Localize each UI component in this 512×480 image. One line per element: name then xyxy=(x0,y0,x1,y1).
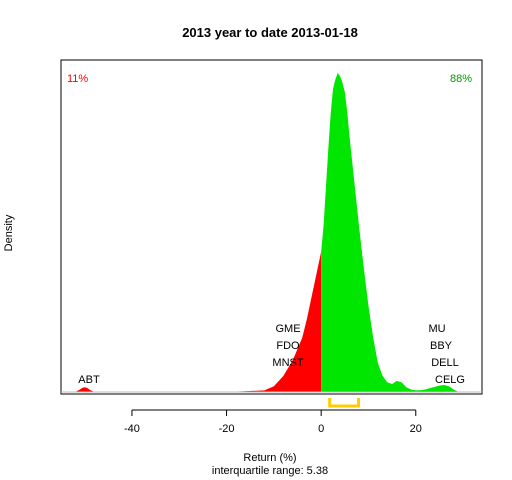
left-tail-label: FDO xyxy=(276,340,300,352)
x-axis: -40 -20 0 20 xyxy=(124,409,422,435)
x-tick-label: 0 xyxy=(318,423,324,435)
left-percent-label: 11% xyxy=(67,73,88,85)
left-tail-label: MNST xyxy=(272,357,303,369)
plot-frame xyxy=(60,59,483,395)
negative-area xyxy=(75,251,322,392)
right-tail-label: MU xyxy=(428,323,445,335)
x-tick-label: 20 xyxy=(410,423,422,435)
y-axis-label: Density xyxy=(3,214,15,251)
right-percent-label: 88% xyxy=(450,73,472,85)
iqr-bracket xyxy=(328,398,361,408)
density-areas xyxy=(75,73,459,392)
right-tail-label: BBY xyxy=(430,340,453,352)
subtitle: interquartile range: 5.38 xyxy=(212,465,328,477)
chart-title: 2013 year to date 2013-01-18 xyxy=(182,25,358,40)
x-tick-label: -40 xyxy=(124,423,140,435)
positive-area xyxy=(321,73,459,392)
outlier-label: ABT xyxy=(78,374,100,386)
x-axis-label: Return (%) xyxy=(243,452,296,464)
right-tail-label: DELL xyxy=(431,357,459,369)
x-tick-label: -20 xyxy=(219,423,235,435)
iqr-bar xyxy=(328,398,361,408)
right-tail-label: CELG xyxy=(435,374,465,386)
left-tail-labels: GME FDO MNST xyxy=(272,323,303,369)
right-tail-labels: MU BBY DELL CELG xyxy=(428,323,465,386)
left-tail-label: GME xyxy=(275,323,300,335)
